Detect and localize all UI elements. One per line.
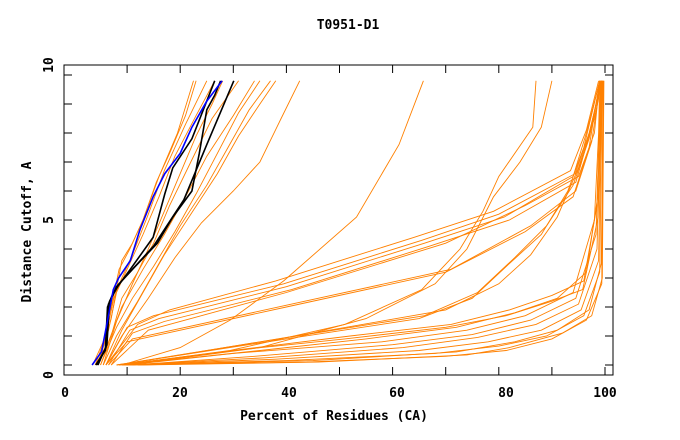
x-tick-label-0: 0 — [61, 386, 69, 401]
series-line-21 — [116, 80, 601, 366]
series-line-29 — [127, 80, 603, 366]
x-tick-label-80: 80 — [498, 386, 514, 401]
y-tick-label-0: 0 — [42, 371, 57, 379]
series-line-30 — [127, 80, 602, 366]
tick-layer — [64, 65, 613, 375]
series-line-15 — [108, 80, 601, 366]
series-line-7 — [105, 80, 277, 366]
x-tick-label-100: 100 — [593, 386, 617, 401]
series-line-6 — [102, 80, 271, 366]
series-line-10 — [97, 80, 197, 366]
series-line-18 — [105, 80, 600, 366]
series-line-20 — [108, 80, 602, 366]
series-line-17 — [110, 80, 601, 366]
series-line-31 — [132, 80, 602, 366]
series-line-3 — [100, 80, 239, 366]
x-tick-label-40: 40 — [281, 386, 297, 401]
series-line-37 — [97, 80, 235, 366]
series-line-23 — [119, 80, 603, 366]
x-axis-label: Percent of Residues (CA) — [240, 409, 428, 424]
series-line-33 — [137, 80, 605, 366]
series-line-28 — [124, 80, 603, 366]
series-line-34 — [127, 80, 601, 366]
series-line-5 — [100, 80, 261, 366]
series-line-36 — [96, 80, 222, 366]
series-line-4 — [94, 80, 255, 366]
series-line-38 — [91, 80, 223, 366]
y-tick-label-5: 5 — [42, 216, 57, 224]
series-line-24 — [119, 80, 603, 366]
series-line-19 — [105, 80, 601, 366]
y-tick-label-10: 10 — [42, 57, 57, 73]
x-tick-label-60: 60 — [389, 386, 405, 401]
series-layer — [91, 80, 605, 366]
y-axis-label: Distance Cutoff, A — [20, 161, 35, 302]
series-line-32 — [137, 80, 604, 366]
series-line-22 — [116, 80, 602, 366]
series-line-8 — [105, 80, 301, 366]
series-line-14 — [105, 80, 603, 366]
series-line-1 — [94, 80, 208, 366]
x-tick-label-20: 20 — [172, 386, 188, 401]
chart-title: T0951-D1 — [317, 18, 380, 33]
series-line-35 — [95, 80, 216, 366]
series-line-11 — [121, 80, 424, 366]
